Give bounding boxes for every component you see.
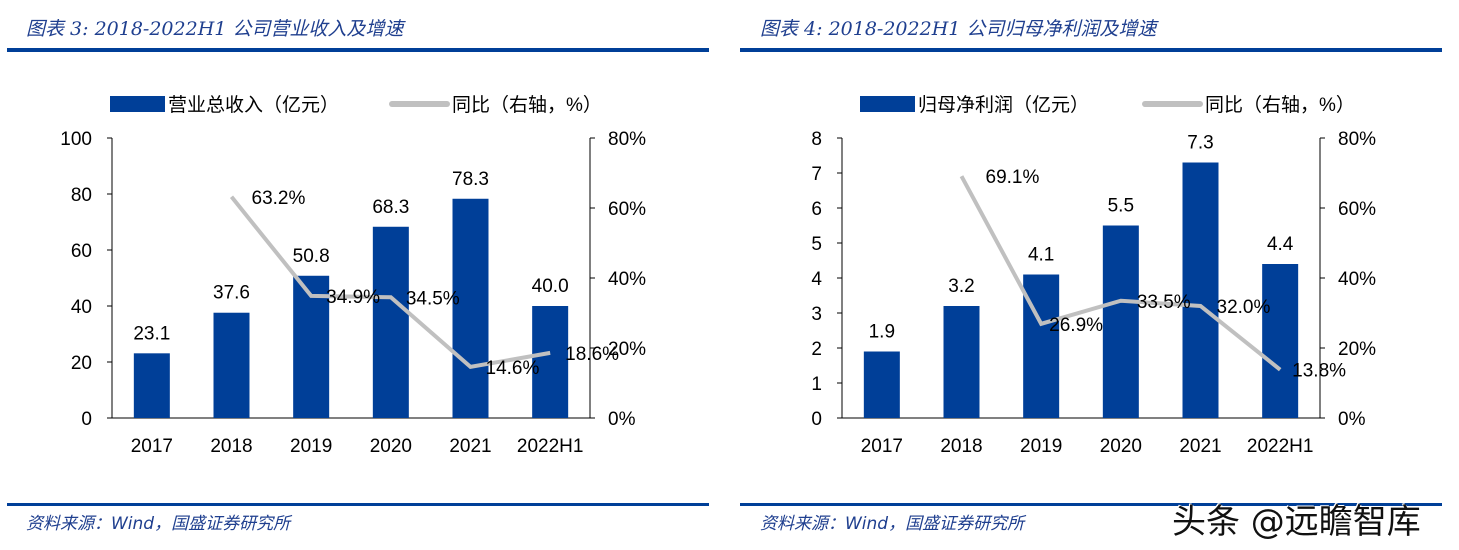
source-note: 资料来源：Wind，国盛证券研究所 <box>760 514 1025 534</box>
x-tick-label: 2020 <box>1100 436 1142 457</box>
y-tick-label: 4 <box>811 269 822 290</box>
y2-tick-label: 80% <box>1338 129 1376 150</box>
revenue-chart: 营业总收入（亿元） 同比（右轴，%） 0 20 40 60 80 100 0% 20% 40% 60%… <box>60 94 646 457</box>
y-tick-label: 7 <box>811 164 822 185</box>
bar <box>293 275 330 418</box>
y-tick-label: 2 <box>811 339 822 360</box>
bar <box>532 306 569 418</box>
line-data-label: 34.5% <box>406 288 460 309</box>
x-tick-label: 2019 <box>1020 436 1062 457</box>
legend-bar-label: 归母净利润（亿元） <box>918 94 1089 116</box>
bar <box>1102 225 1139 418</box>
bar <box>452 198 489 418</box>
y2-tick-label: 60% <box>1338 199 1376 220</box>
bar-data-label: 4.1 <box>1028 245 1054 266</box>
bar <box>1182 162 1219 418</box>
bar-data-label: 23.1 <box>133 323 170 344</box>
line-data-label: 63.2% <box>252 188 306 209</box>
y2-tick-label: 20% <box>1338 339 1376 360</box>
y2-tick-label: 80% <box>608 129 646 150</box>
y-tick-label: 1 <box>811 374 822 395</box>
line-data-label: 69.1% <box>986 167 1040 188</box>
y2-tick-label: 60% <box>608 199 646 220</box>
line-data-label: 33.5% <box>1137 292 1191 313</box>
y-tick-label: 6 <box>811 199 822 220</box>
y-tick-label: 0 <box>81 409 92 430</box>
bar-data-label: 5.5 <box>1108 196 1134 217</box>
bar-data-label: 68.3 <box>372 197 409 218</box>
y-tick-label: 40 <box>71 297 92 318</box>
y2-tick-label: 0% <box>608 409 636 430</box>
x-tick-label: 2018 <box>940 436 982 457</box>
y-tick-label: 20 <box>71 353 92 374</box>
source-divider <box>7 503 709 506</box>
y-tick-label: 80 <box>71 185 92 206</box>
chart-title-revenue: 图表 3: 2018-2022H1 公司营业收入及增速 <box>26 18 404 40</box>
legend-bar-swatch <box>860 96 915 112</box>
bar-data-label: 78.3 <box>452 169 489 190</box>
source-note: 资料来源：Wind，国盛证券研究所 <box>26 514 291 534</box>
bar-data-label: 40.0 <box>532 276 569 297</box>
x-tick-label: 2020 <box>370 436 412 457</box>
legend-line-label: 同比（右轴，%） <box>452 94 602 116</box>
line-data-label: 14.6% <box>486 358 540 379</box>
chart-title-profit: 图表 4: 2018-2022H1 公司归母净利润及增速 <box>760 18 1157 40</box>
bar <box>1262 264 1299 418</box>
profit-chart: 归母净利润（亿元） 同比（右轴，%）0123456780%20%40%60%80%… <box>811 94 1376 457</box>
line-data-label: 18.6% <box>565 344 619 365</box>
x-tick-label: 2017 <box>131 436 173 457</box>
y-tick-label: 100 <box>60 129 92 150</box>
title-divider <box>740 48 1442 52</box>
y2-tick-label: 20% <box>608 339 646 360</box>
y2-tick-label: 0% <box>1338 409 1366 430</box>
y2-tick-label: 40% <box>1338 269 1376 290</box>
bar-data-label: 50.8 <box>293 246 330 267</box>
bar <box>372 226 409 418</box>
bar-data-label: 37.6 <box>213 283 250 304</box>
y-tick-label: 5 <box>811 234 822 255</box>
watermark: 头条 @远瞻智库 <box>1172 502 1421 542</box>
line-data-label: 34.9% <box>326 287 380 308</box>
bar-data-label: 7.3 <box>1187 133 1213 154</box>
y-tick-label: 0 <box>811 409 822 430</box>
bar <box>133 353 170 418</box>
x-tick-label: 2019 <box>290 436 332 457</box>
y-tick-label: 60 <box>71 241 92 262</box>
bar <box>213 312 250 418</box>
bar <box>863 351 900 418</box>
bar-data-label: 1.9 <box>869 322 895 343</box>
x-tick-label: 2018 <box>210 436 252 457</box>
bar <box>943 306 980 418</box>
line-data-label: 26.9% <box>1049 315 1103 336</box>
y-tick-label: 3 <box>811 304 822 325</box>
line-data-label: 32.0% <box>1217 297 1271 318</box>
bar-data-label: 4.4 <box>1267 234 1294 255</box>
legend-line-label: 同比（右轴，%） <box>1205 94 1355 116</box>
x-tick-label: 2021 <box>1179 436 1221 457</box>
y-tick-label: 8 <box>811 129 822 150</box>
x-tick-label: 2021 <box>449 436 491 457</box>
title-divider <box>7 48 709 52</box>
bar-data-label: 3.2 <box>948 276 974 297</box>
x-tick-label: 2022H1 <box>517 436 584 457</box>
x-tick-label: 2017 <box>861 436 903 457</box>
bar <box>1023 274 1060 418</box>
source-divider <box>740 503 1442 506</box>
line-data-label: 13.8% <box>1292 361 1346 382</box>
legend-bar-label: 营业总收入（亿元） <box>168 94 339 116</box>
x-tick-label: 2022H1 <box>1247 436 1314 457</box>
legend-bar-swatch <box>110 96 165 112</box>
y2-tick-label: 40% <box>608 269 646 290</box>
